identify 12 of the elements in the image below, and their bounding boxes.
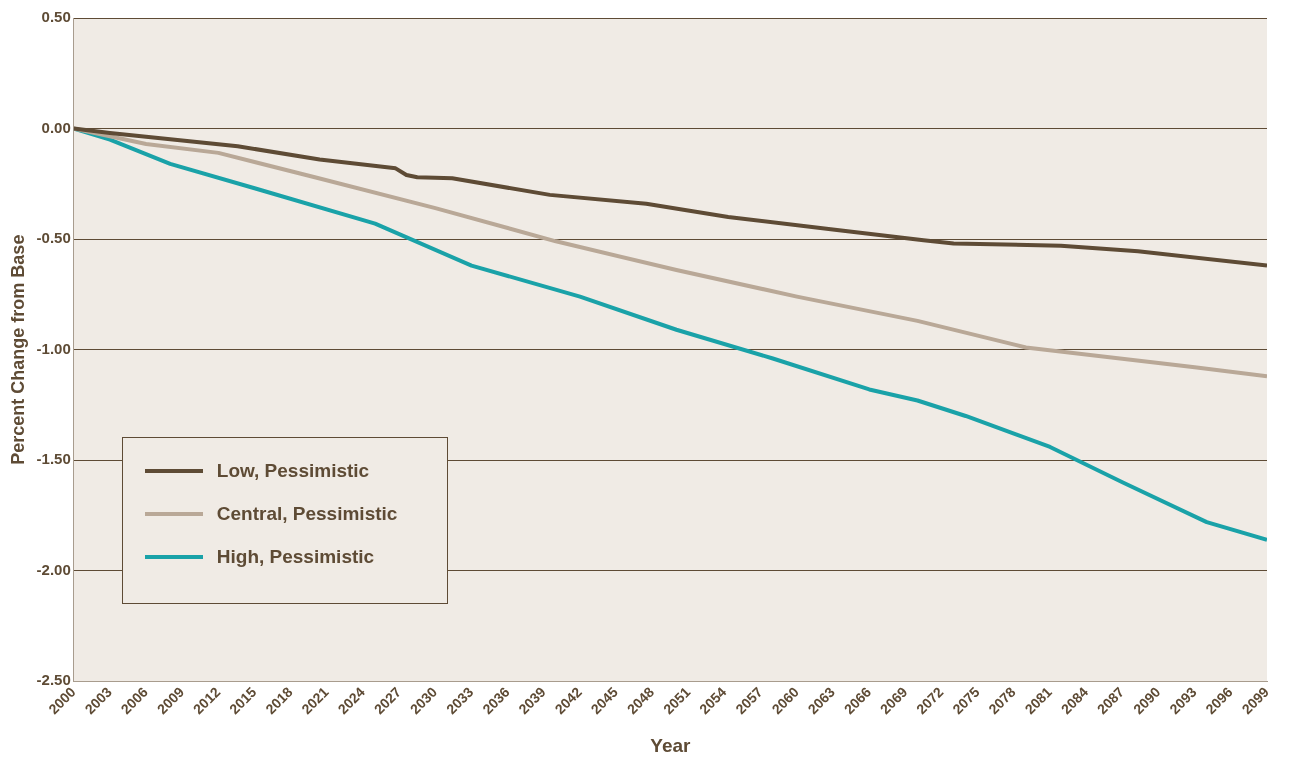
y-tick-label: -2.00 bbox=[36, 560, 71, 578]
legend-label: Central, Pessimistic bbox=[216, 503, 398, 526]
y-tick-label: -1.00 bbox=[36, 339, 71, 357]
legend-label: Low, Pessimistic bbox=[216, 460, 370, 483]
y-tick-label: -2.50 bbox=[36, 671, 71, 689]
y-axis-title: Percent Change from Base bbox=[7, 234, 28, 465]
x-axis-title: Year bbox=[650, 734, 692, 756]
y-tick-label: -0.50 bbox=[36, 229, 71, 247]
y-tick-label: -1.50 bbox=[36, 450, 71, 468]
legend-label: High, Pessimistic bbox=[216, 546, 375, 569]
y-tick-label: 0.50 bbox=[41, 8, 71, 26]
y-tick-label: 0.00 bbox=[41, 118, 71, 136]
